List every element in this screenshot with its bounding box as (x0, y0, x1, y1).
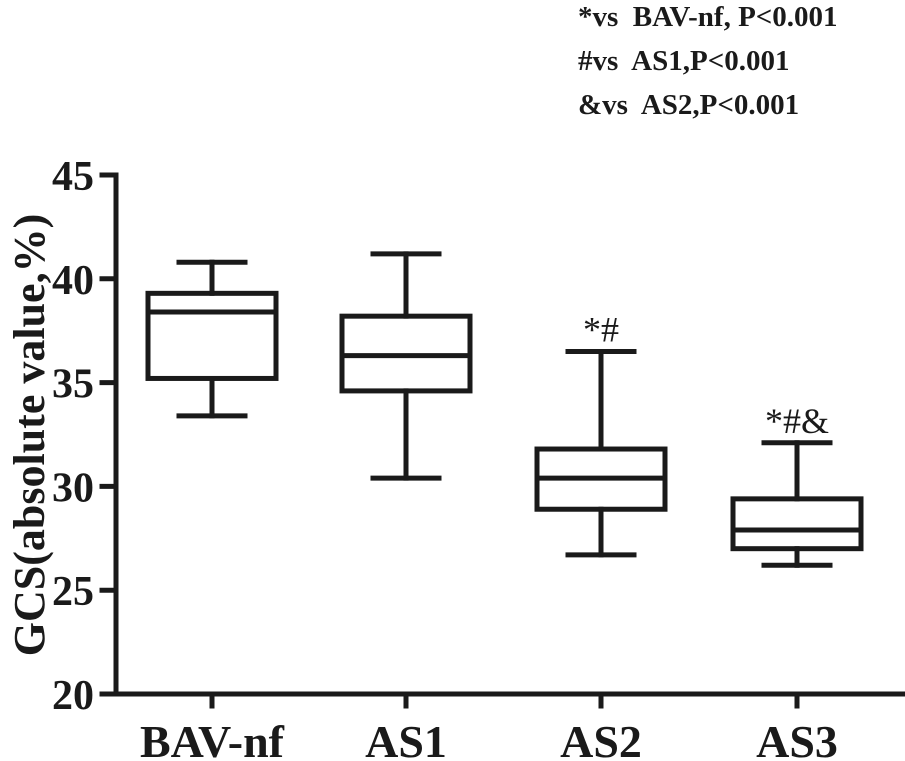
x-tick-label: BAV-nf (140, 716, 285, 761)
y-tick-label: 25 (52, 569, 94, 615)
y-tick-label: 45 (52, 154, 94, 200)
y-tick-label: 40 (52, 258, 94, 304)
legend-entry: *vs BAV-nf, P<0.001 (578, 1, 838, 33)
box-AS2: *# (534, 309, 668, 558)
iqr-box (730, 496, 864, 552)
significance-legend: *vs BAV-nf, P<0.001 #vs AS1,P<0.001&vs AS… (578, 1, 838, 121)
y-tick-label: 35 (52, 362, 94, 408)
y-axis-label: GCS(absolute value,%) (5, 214, 54, 656)
significance-marker: *#& (765, 401, 829, 441)
boxes: *# *#& (145, 251, 864, 568)
box-BAV-nf (145, 259, 279, 419)
x-tick-label: AS1 (365, 716, 447, 761)
iqr-box (145, 290, 279, 381)
legend-entry: &vs AS2,P<0.001 (578, 89, 799, 121)
y-tick-label: 20 (52, 673, 94, 719)
box-AS1 (339, 251, 473, 481)
x-tick-label: AS2 (560, 716, 642, 761)
x-tick-label: AS3 (756, 716, 838, 761)
box-AS3: *#& (730, 401, 864, 568)
significance-marker: *# (583, 309, 619, 349)
legend-entry: #vs AS1,P<0.001 (578, 45, 790, 77)
axes: 20 25 30 35 40 45 BAV-nf AS1 AS2 AS3 (52, 154, 905, 761)
y-tick-label: 30 (52, 465, 94, 511)
